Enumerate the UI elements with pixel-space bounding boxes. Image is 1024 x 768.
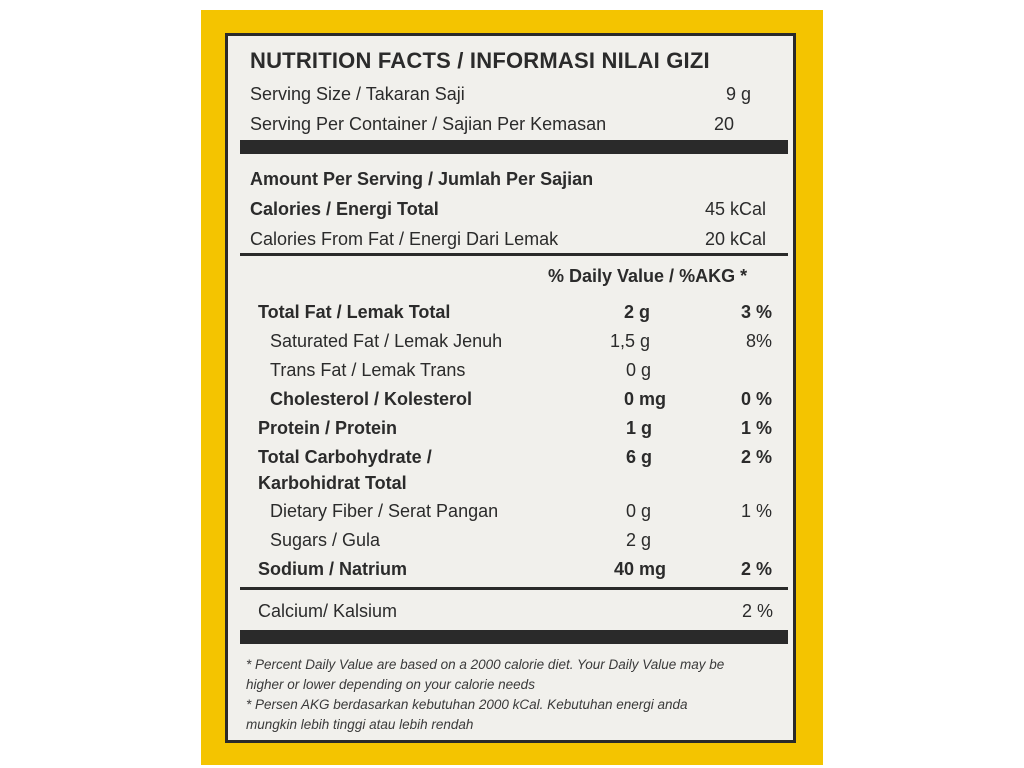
protein-label: Protein / Protein (258, 418, 398, 438)
sodium-amount: 40 mg (614, 559, 667, 579)
trans-fat-amount: 0 g (626, 360, 652, 380)
calcium-label: Calcium/ Kalsium (258, 601, 398, 621)
footnote-en-line1: * Percent Daily Value are based on a 200… (246, 657, 725, 672)
sodium-dv: 2 % (741, 559, 773, 579)
saturated-fat-dv: 8% (746, 331, 773, 351)
serving-size-value: 9 g (726, 84, 752, 104)
amount-per-serving: Amount Per Serving / Jumlah Per Sajian (250, 169, 594, 189)
dietary-fiber-dv: 1 % (741, 501, 773, 521)
divider-thick (240, 140, 788, 154)
servings-per-container-value: 20 (714, 114, 735, 134)
total-carbohydrate-amount: 6 g (626, 447, 653, 467)
protein-amount: 1 g (626, 418, 653, 438)
total-fat-amount: 2 g (624, 302, 651, 322)
sugars-label: Sugars / Gula (270, 530, 381, 550)
saturated-fat-label: Saturated Fat / Lemak Jenuh (270, 331, 503, 351)
trans-fat-label: Trans Fat / Lemak Trans (270, 360, 466, 380)
sugars-amount: 2 g (626, 530, 652, 550)
cholesterol-amount: 0 mg (624, 389, 667, 409)
calories-from-fat-value: 20 kCal (705, 229, 767, 249)
protein-dv: 1 % (741, 418, 773, 438)
total-fat-label: Total Fat / Lemak Total (258, 302, 451, 322)
cholesterol-dv: 0 % (741, 389, 773, 409)
calories-label: Calories / Energi Total (250, 199, 439, 219)
footnote-id-line1: * Persen AKG berdasarkan kebutuhan 2000 … (246, 697, 688, 712)
divider-thick (240, 630, 788, 644)
servings-per-container-label: Serving Per Container / Sajian Per Kemas… (250, 114, 607, 134)
divider-line (240, 587, 788, 590)
calcium-dv: 2 % (742, 601, 774, 621)
sodium-label: Sodium / Natrium (258, 559, 408, 579)
footnote-en-line2: higher or lower depending on your calori… (246, 677, 535, 692)
total-fat-dv: 3 % (741, 302, 773, 322)
footnote-id-line2: mungkin lebih tinggi atau lebih rendah (246, 717, 474, 732)
cholesterol-label: Cholesterol / Kolesterol (270, 389, 473, 409)
dietary-fiber-amount: 0 g (626, 501, 652, 521)
total-carbohydrate-label-id: Karbohidrat Total (258, 473, 407, 493)
divider-line (240, 253, 788, 256)
calories-value: 45 kCal (705, 199, 767, 219)
total-carbohydrate-dv: 2 % (741, 447, 773, 467)
label-title: NUTRITION FACTS / INFORMASI NILAI GIZI (250, 48, 710, 73)
serving-size-label: Serving Size / Takaran Saji (250, 84, 465, 104)
nutrition-label: NUTRITION FACTS / INFORMASI NILAI GIZI S… (225, 33, 796, 743)
total-carbohydrate-label: Total Carbohydrate / (258, 447, 432, 467)
calories-from-fat-label: Calories From Fat / Energi Dari Lemak (250, 229, 559, 249)
dietary-fiber-label: Dietary Fiber / Serat Pangan (270, 501, 499, 521)
daily-value-header: % Daily Value / %AKG * (548, 266, 748, 286)
saturated-fat-amount: 1,5 g (610, 331, 651, 351)
